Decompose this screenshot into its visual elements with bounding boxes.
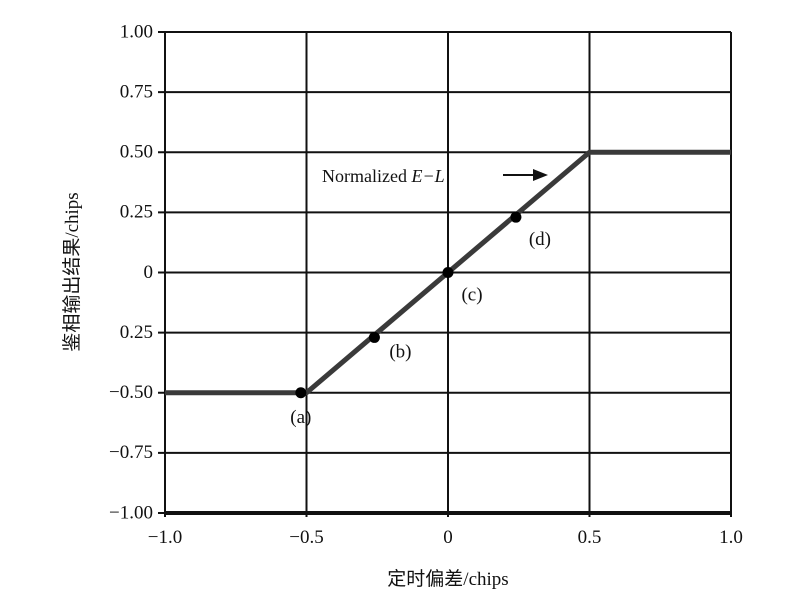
- point-label: (d): [529, 229, 551, 250]
- x-axis-title: 定时偏差/chips: [387, 568, 508, 590]
- data-point: [510, 211, 522, 223]
- x-tick-label: 0: [443, 527, 453, 548]
- y-tick-label: 0.25: [120, 202, 153, 223]
- point-label: (a): [290, 407, 311, 428]
- arrow-right-icon: [533, 169, 548, 181]
- data-point: [442, 267, 454, 278]
- point-label: (b): [389, 341, 411, 362]
- axis-ticks: [158, 31, 165, 514]
- annotation-normalized-el: Normalized E−L: [322, 166, 548, 186]
- data-point: [368, 331, 380, 343]
- y-tick-label: −0.50: [109, 382, 153, 403]
- y-tick-label: 0.50: [120, 142, 153, 163]
- data-point: [295, 387, 307, 399]
- annotation-text: Normalized E−L: [322, 166, 445, 186]
- y-tick-label: 0: [144, 262, 154, 283]
- point-label: (c): [461, 285, 482, 306]
- data-points: (a) (b) (c) (d): [290, 211, 551, 428]
- y-tick-label: −0.75: [109, 442, 153, 463]
- x-tick-labels: −1.0 −0.5 0 0.5 1.0: [148, 527, 743, 548]
- y-axis-title: 鉴相输出结果/chips: [61, 192, 83, 351]
- x-tick-label: −0.5: [289, 527, 323, 548]
- x-tick-label: 0.5: [578, 527, 602, 548]
- x-tick-label: −1.0: [148, 527, 182, 548]
- y-tick-label: 1.00: [120, 21, 153, 42]
- x-tick-label: 1.0: [719, 527, 743, 548]
- y-tick-label: 0.25: [120, 322, 153, 343]
- grid-lines: [164, 31, 732, 517]
- y-tick-label: −1.00: [109, 502, 153, 523]
- y-tick-labels: 1.00 0.75 0.50 0.25 0 0.25 −0.50 −0.75 −1.00: [109, 21, 153, 523]
- y-tick-label: 0.75: [120, 81, 153, 102]
